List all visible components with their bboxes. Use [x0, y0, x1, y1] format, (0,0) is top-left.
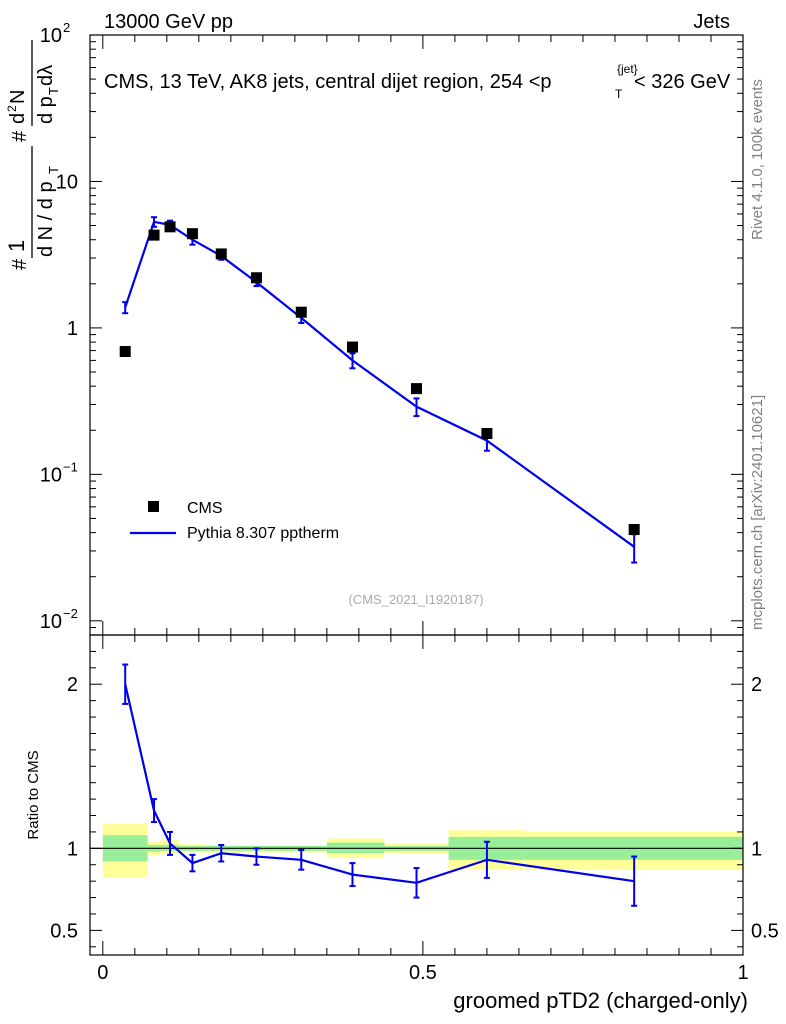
legend-label-data: CMS: [187, 500, 223, 517]
x-axis-label: groomed pTD2 (charged-only): [453, 988, 748, 1013]
ratio-y-label: Ratio to CMS: [25, 750, 42, 839]
ratio-y-tick-label: 2: [67, 674, 78, 696]
mcplots-label: mcplots.cern.ch [arXiv:2401.10621]: [749, 395, 766, 630]
data-point: [481, 428, 493, 440]
main-plot-area: [119, 216, 640, 564]
y-label-numerator-n: N: [7, 90, 29, 104]
ratio-panel: 0.5 0.51 12 2 0 0.5 1 Ratio to CMS: [25, 634, 779, 984]
y-tick-label-exponent: −1: [63, 459, 78, 474]
ratio-y-axis: 0.5 0.5 1 1 2 2: [50, 650, 779, 948]
title-superscript: {jet}: [617, 62, 638, 76]
title-end: < 326 GeV: [634, 71, 731, 93]
x-tick-label: 0: [97, 962, 108, 984]
y-tick-label: 10: [56, 171, 78, 193]
ratio-y-tick-label-right: 0.5: [751, 920, 779, 942]
data-point: [346, 341, 358, 353]
mc-series-line: [124, 220, 635, 548]
y-label-one: 1: [4, 240, 29, 252]
y-label-numerator-sup: 2: [5, 105, 19, 112]
ratio-frame: [89, 634, 744, 956]
main-x-axis: [102, 35, 744, 635]
title-subscript: T: [615, 87, 623, 101]
data-point: [119, 346, 131, 358]
y-tick-label: 10: [40, 611, 62, 633]
data-point: [250, 272, 262, 284]
main-frame: [89, 34, 744, 636]
header-process: 13000 GeV pp: [104, 11, 233, 33]
y-tick-label: 1: [67, 318, 78, 340]
data-point: [215, 248, 227, 260]
y-label-denominator-2-end: dλ: [35, 65, 57, 86]
analysis-watermark: (CMS_2021_I1920187): [348, 592, 483, 607]
data-point: [164, 221, 176, 233]
legend: CMS Pythia 8.307 pptherm: [130, 500, 339, 542]
y-tick-label: 10: [40, 464, 62, 486]
x-tick-label: 0.5: [409, 962, 437, 984]
y-tick-label-exponent: 2: [63, 20, 70, 35]
rivet-version-label: Rivet 4.1.0, 100k events: [749, 79, 766, 240]
y-label-denominator-sub: T: [46, 166, 61, 174]
ratio-y-tick-label: 1: [67, 838, 78, 860]
data-point: [186, 228, 198, 240]
legend-marker-data: [148, 501, 159, 512]
chart-title: CMS, 13 TeV, AK8 jets, central dijet reg…: [104, 62, 731, 101]
data-point: [295, 306, 307, 318]
header-category: Jets: [693, 11, 730, 33]
y-tick-label-exponent: −2: [63, 606, 78, 621]
ratio-y-tick-label-right: 2: [751, 674, 762, 696]
y-label-hash-2: #: [9, 130, 31, 142]
x-tick-label: 1: [737, 962, 748, 984]
ratio-plot-area: [90, 663, 743, 907]
y-label-numerator: d: [7, 113, 29, 124]
ratio-y-tick-label-right: 1: [751, 838, 762, 860]
ratio-x-axis: 0 0.5 1: [97, 635, 749, 984]
data-point: [148, 229, 160, 241]
data-point: [411, 383, 422, 395]
y-label-denominator: d N / d p: [35, 181, 57, 257]
y-label-hash-1: #: [9, 258, 31, 270]
title-main: CMS, 13 TeV, AK8 jets, central dijet reg…: [104, 71, 552, 93]
y-label-denominator-2: d p: [35, 96, 57, 124]
data-point: [628, 524, 640, 536]
legend-label-mc: Pythia 8.307 pptherm: [187, 525, 339, 542]
y-label-denominator-2-sub: T: [46, 87, 61, 95]
ratio-y-tick-label: 0.5: [50, 920, 78, 942]
y-axis-label: # 1 d N / d p T # d 2 N d p T dλ: [4, 40, 61, 270]
y-tick-label: 10: [40, 25, 62, 47]
